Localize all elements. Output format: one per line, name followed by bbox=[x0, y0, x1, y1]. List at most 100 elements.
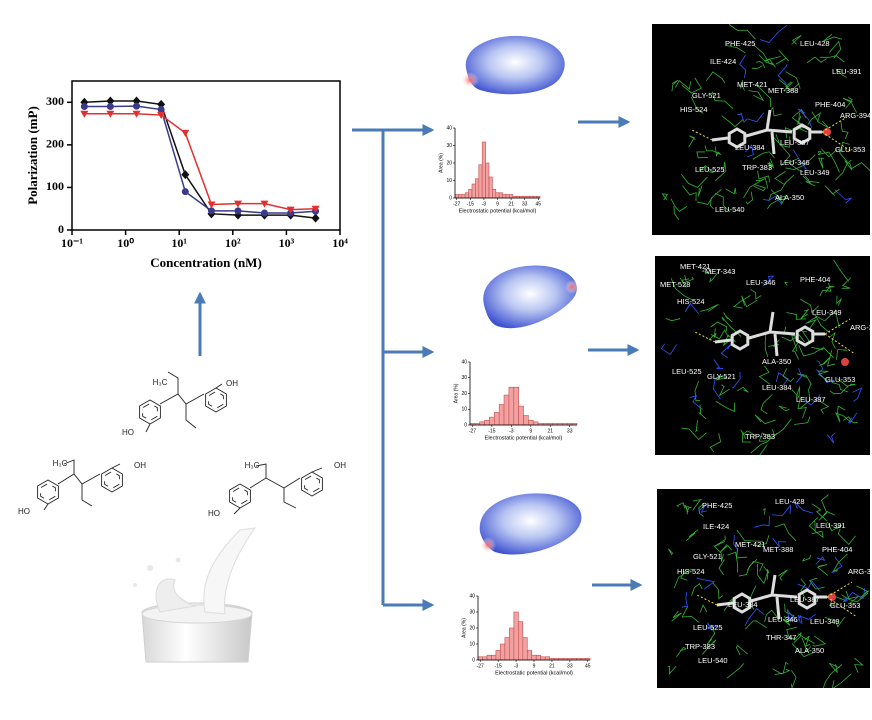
residue-stick bbox=[753, 184, 767, 192]
residue-stick bbox=[709, 197, 714, 210]
residue-stick bbox=[750, 288, 762, 300]
chain-bonds bbox=[233, 463, 323, 515]
x-tick-label: 9 bbox=[529, 428, 532, 434]
residue-stick bbox=[712, 582, 724, 600]
h-bonds bbox=[694, 318, 856, 355]
residue-stick bbox=[844, 588, 866, 602]
residue-label: GLU-353 bbox=[825, 375, 855, 384]
residue-stick bbox=[733, 295, 751, 309]
residue-stick bbox=[784, 603, 795, 623]
residue-stick bbox=[767, 189, 781, 209]
residue-stick bbox=[743, 178, 765, 199]
histogram-bar bbox=[518, 621, 524, 661]
residue-stick bbox=[711, 329, 729, 340]
histogram-bar bbox=[500, 643, 506, 661]
residue-stick bbox=[835, 159, 852, 181]
residue-stick bbox=[801, 637, 812, 653]
residue-label: LEU-387 bbox=[790, 595, 820, 604]
histogram-bar bbox=[484, 419, 490, 426]
residue-label: LEU-346 bbox=[768, 615, 798, 624]
residue-label: GLY-521 bbox=[707, 372, 736, 381]
atom-label: HO bbox=[122, 428, 134, 437]
histogram-bar bbox=[491, 654, 497, 661]
residue-stick bbox=[851, 162, 870, 172]
residue-stick bbox=[818, 510, 828, 521]
atom-label: OH bbox=[226, 379, 238, 388]
histogram-bar bbox=[495, 650, 501, 661]
residue-stick bbox=[797, 397, 807, 419]
residue-stick bbox=[714, 146, 721, 157]
x-tick-label: 33 bbox=[567, 428, 573, 434]
residue-stick bbox=[745, 144, 754, 158]
data-point bbox=[106, 96, 115, 106]
benzene-ring bbox=[229, 483, 251, 509]
histogram-bar bbox=[513, 386, 519, 426]
data-point bbox=[181, 170, 190, 180]
residue-stick bbox=[718, 559, 725, 576]
residue-stick bbox=[841, 277, 852, 289]
histogram-bar bbox=[458, 194, 463, 199]
residue-label: LEU-540 bbox=[698, 656, 728, 665]
residue-stick bbox=[686, 506, 690, 515]
benzene-ring bbox=[139, 399, 161, 425]
residue-stick bbox=[817, 151, 840, 173]
residue-stick bbox=[759, 24, 788, 43]
ring-bond bbox=[232, 486, 248, 506]
residue-stick bbox=[681, 592, 688, 608]
residue-stick bbox=[707, 621, 719, 631]
y-tick-label: 200 bbox=[46, 137, 64, 151]
y-tick-label: 30 bbox=[461, 375, 467, 381]
residue-label: ALA-350 bbox=[795, 646, 824, 655]
arrows bbox=[194, 116, 643, 611]
histogram-bar bbox=[454, 194, 459, 199]
data-point bbox=[311, 205, 320, 213]
y-tick-label: 20 bbox=[446, 160, 452, 166]
residue-stick bbox=[832, 673, 852, 688]
residue-label: LEU-391 bbox=[832, 67, 862, 76]
residue-label: MET-421 bbox=[680, 262, 710, 271]
molecule bbox=[229, 463, 323, 515]
residue-stick bbox=[725, 187, 737, 195]
residue-stick bbox=[692, 499, 702, 511]
histogram-bar bbox=[468, 188, 473, 199]
residue-stick bbox=[772, 504, 791, 517]
histogram-bar bbox=[494, 412, 500, 426]
residue-stick bbox=[836, 349, 848, 360]
residue-stick bbox=[748, 90, 765, 102]
residue-label: LEU-346 bbox=[780, 158, 810, 167]
residue-label: LEU-349 bbox=[810, 617, 840, 626]
residue-stick bbox=[714, 161, 727, 182]
histogram-bar bbox=[479, 421, 485, 426]
x-tick-label: 21 bbox=[508, 201, 514, 207]
residue-stick bbox=[768, 181, 787, 201]
residue-stick bbox=[757, 85, 771, 107]
residue-stick bbox=[681, 605, 700, 623]
residue-stick bbox=[701, 266, 713, 275]
residue-stick bbox=[794, 416, 811, 425]
histogram-bar bbox=[523, 415, 529, 426]
histogram-bar bbox=[485, 162, 490, 199]
histogram-bar bbox=[508, 386, 515, 426]
residue-stick bbox=[830, 331, 836, 349]
residue-stick bbox=[832, 553, 848, 572]
residue-stick bbox=[800, 578, 807, 600]
residue-stick bbox=[728, 24, 756, 40]
residue-label: ARG-3 bbox=[850, 323, 872, 332]
residue-stick bbox=[791, 386, 801, 399]
x-tick-label: -15 bbox=[495, 663, 502, 669]
residue-stick bbox=[824, 616, 845, 628]
residue-stick bbox=[787, 614, 803, 625]
histogram-bar bbox=[505, 194, 510, 199]
milk-glass bbox=[133, 527, 257, 663]
residue-stick bbox=[675, 79, 692, 90]
residue-label: ALA-350 bbox=[762, 357, 791, 366]
residue-stick bbox=[824, 309, 840, 328]
benzene-ring bbox=[37, 479, 59, 505]
benzene-ring bbox=[101, 467, 123, 493]
residue-label: LEU-525 bbox=[693, 623, 723, 632]
x-tick-label: 45 bbox=[536, 201, 542, 207]
residue-stick bbox=[801, 554, 812, 562]
residue-stick bbox=[785, 71, 801, 89]
residue-stick bbox=[845, 590, 859, 604]
ligand bbox=[711, 109, 822, 155]
